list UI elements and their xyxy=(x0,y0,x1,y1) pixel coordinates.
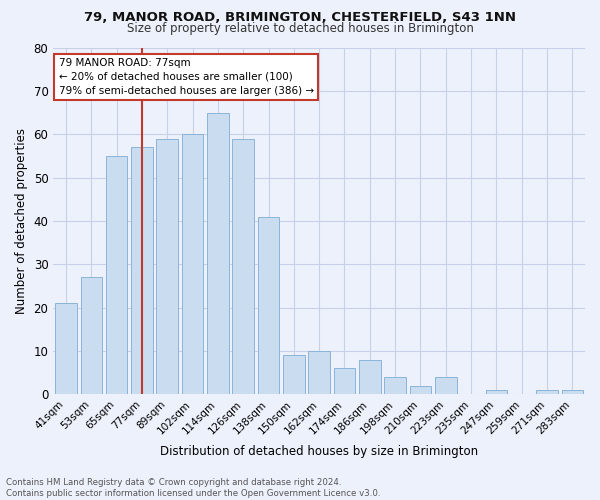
Text: 79 MANOR ROAD: 77sqm
← 20% of detached houses are smaller (100)
79% of semi-deta: 79 MANOR ROAD: 77sqm ← 20% of detached h… xyxy=(59,58,314,96)
Bar xyxy=(182,134,203,394)
Bar xyxy=(385,377,406,394)
Bar xyxy=(55,304,77,394)
Text: 79, MANOR ROAD, BRIMINGTON, CHESTERFIELD, S43 1NN: 79, MANOR ROAD, BRIMINGTON, CHESTERFIELD… xyxy=(84,11,516,24)
Bar xyxy=(410,386,431,394)
Bar xyxy=(157,138,178,394)
Text: Contains HM Land Registry data © Crown copyright and database right 2024.
Contai: Contains HM Land Registry data © Crown c… xyxy=(6,478,380,498)
Bar xyxy=(258,216,279,394)
Bar xyxy=(106,156,127,394)
Text: Size of property relative to detached houses in Brimington: Size of property relative to detached ho… xyxy=(127,22,473,35)
Bar xyxy=(207,112,229,394)
Bar xyxy=(80,278,102,394)
Bar xyxy=(232,138,254,394)
Bar xyxy=(308,351,330,395)
Bar xyxy=(435,377,457,394)
Y-axis label: Number of detached properties: Number of detached properties xyxy=(15,128,28,314)
Bar xyxy=(283,356,305,395)
Bar xyxy=(536,390,558,394)
Bar xyxy=(359,360,380,394)
Bar xyxy=(562,390,583,394)
Bar xyxy=(334,368,355,394)
Bar xyxy=(485,390,507,394)
Bar xyxy=(131,147,152,394)
X-axis label: Distribution of detached houses by size in Brimington: Distribution of detached houses by size … xyxy=(160,444,478,458)
